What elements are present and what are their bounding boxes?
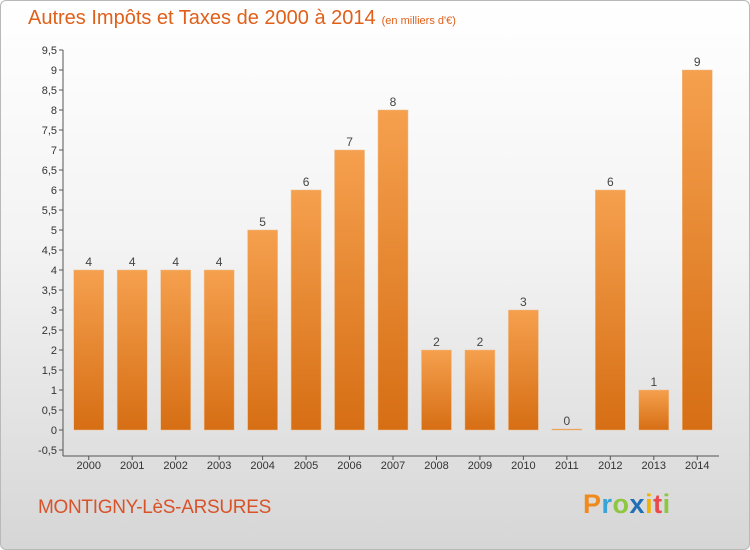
bar [160, 269, 191, 431]
bar-value-label: 2 [433, 335, 440, 349]
chart-title: Autres Impôts et Taxes de 2000 à 2014 (en… [28, 7, 456, 30]
y-tick-label: 7,5 [42, 125, 57, 137]
bar [638, 389, 670, 431]
x-tick-label: 2004 [250, 460, 274, 472]
x-tick-label: 2000 [76, 460, 100, 472]
bar-value-label: 2 [477, 335, 484, 349]
x-tick-label: 2007 [381, 460, 405, 472]
x-tick-label: 2002 [163, 460, 187, 472]
y-tick-label: 0 [51, 425, 57, 437]
bar-value-label: 3 [520, 295, 527, 309]
y-tick-label: 6 [51, 185, 57, 197]
bar-value-label: 6 [607, 175, 614, 189]
y-tick-label: 2,5 [42, 325, 57, 337]
x-tick-label: 2010 [511, 460, 535, 472]
bar [464, 349, 496, 431]
y-tick-label: 9,5 [42, 45, 57, 57]
proxiti-logo: Proxiti [583, 489, 671, 519]
bar [203, 269, 235, 431]
x-tick-label: 2014 [685, 460, 709, 472]
bar [595, 189, 626, 431]
y-tick-label: 8,5 [42, 85, 57, 97]
bar [73, 269, 104, 431]
x-tick-label: 2005 [294, 460, 318, 472]
bar-value-label: 4 [216, 255, 223, 269]
x-tick-label: 2012 [598, 460, 622, 472]
y-tick-label: 1 [51, 385, 57, 397]
y-tick-label: -0,5 [38, 445, 57, 457]
bar-value-label: 6 [303, 175, 310, 189]
x-tick-label: 2006 [337, 460, 361, 472]
y-tick-label: 5,5 [42, 205, 57, 217]
bar-value-label: 0 [564, 414, 571, 428]
bar [421, 349, 452, 431]
x-tick-label: 2008 [424, 460, 448, 472]
y-tick-label: 8 [51, 105, 57, 117]
y-tick-label: 6,5 [42, 165, 57, 177]
bar [377, 109, 409, 431]
y-tick-label: 7 [51, 145, 57, 157]
bar [682, 69, 713, 431]
bar-value-label: 4 [85, 255, 92, 269]
bar-value-label: 1 [650, 375, 657, 389]
y-tick-label: 4 [51, 265, 57, 277]
x-tick-label: 2003 [207, 460, 231, 472]
x-tick-label: 2011 [555, 460, 579, 472]
bar-value-label: 7 [346, 135, 353, 149]
x-tick-label: 2013 [642, 460, 666, 472]
y-tick-label: 1,5 [42, 365, 57, 377]
bar [508, 309, 539, 431]
x-tick-label: 2001 [120, 460, 144, 472]
y-tick-label: 2 [51, 345, 57, 357]
y-tick-label: 0,5 [42, 405, 57, 417]
x-tick-label: 2009 [468, 460, 492, 472]
bar-value-label: 9 [694, 55, 701, 69]
y-tick-label: 5 [51, 225, 57, 237]
y-tick-label: 9 [51, 65, 57, 77]
bar-value-label: 5 [259, 215, 266, 229]
bar-value-label: 4 [172, 255, 179, 269]
bar [290, 189, 322, 431]
bar-value-label: 4 [129, 255, 136, 269]
y-tick-label: 4,5 [42, 245, 57, 257]
y-tick-label: 3 [51, 305, 57, 317]
commune-name: MONTIGNY-LèS-ARSURES [38, 497, 271, 518]
bar [116, 269, 148, 431]
bar [334, 149, 365, 431]
bar [551, 428, 583, 431]
bar [247, 229, 278, 431]
chart-title-text: Autres Impôts et Taxes de 2000 à 2014 [28, 7, 376, 29]
bar-value-label: 8 [390, 95, 397, 109]
chart-unit: (en milliers d'€) [381, 15, 456, 27]
y-tick-label: 3,5 [42, 285, 57, 297]
